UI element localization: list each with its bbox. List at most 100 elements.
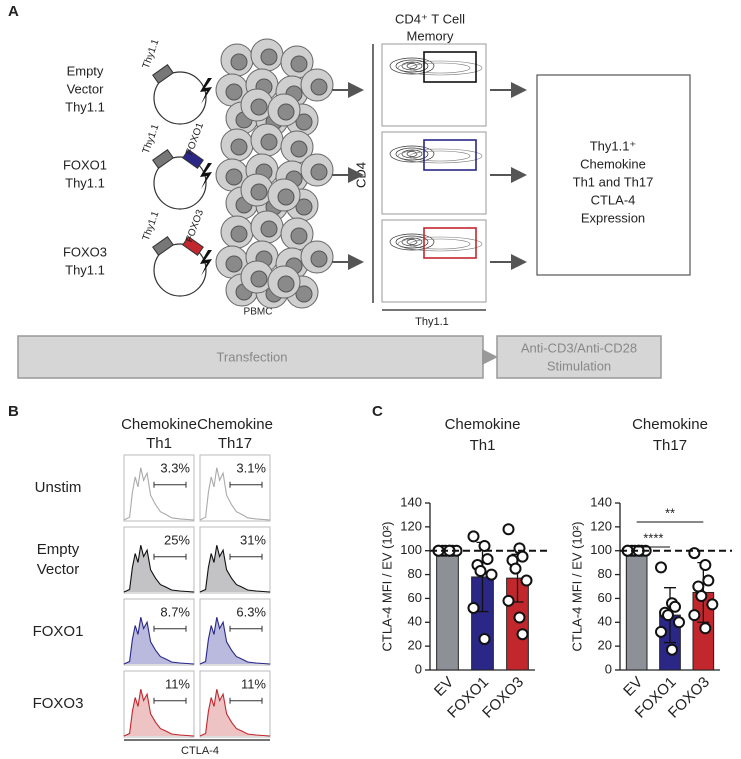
gene-label: Thy1.1: [141, 209, 162, 242]
data-point: [655, 561, 667, 574]
data-point: [673, 616, 685, 629]
contour: [395, 235, 429, 249]
lightning: [200, 250, 212, 276]
data-point: [706, 598, 719, 611]
nucleus: [230, 53, 248, 71]
data-point: [478, 539, 491, 552]
data-point: [481, 553, 494, 566]
data-point: [520, 574, 533, 587]
data-point: [509, 562, 522, 575]
nucleus: [290, 227, 308, 245]
contour: [406, 63, 418, 69]
nucleus: [310, 163, 328, 181]
nucleus: [277, 103, 295, 121]
percentage: 3.3%: [160, 460, 190, 475]
gate-bar: [153, 553, 187, 560]
row-label: Empty: [37, 541, 80, 558]
data-point: [695, 590, 708, 603]
percentage: 31%: [240, 532, 266, 547]
contour: [389, 233, 435, 251]
column-header: Chemokine: [197, 416, 273, 433]
nucleus: [250, 270, 268, 288]
gene-label: FOXO1: [184, 121, 206, 157]
gate-bar: [229, 625, 263, 632]
flow-x-label: Thy1.1: [415, 316, 449, 328]
nucleus: [225, 168, 243, 186]
step-text: Stimulation: [547, 358, 611, 373]
construct-label: Vector: [67, 81, 105, 96]
construct-label: Thy1.1: [65, 99, 105, 114]
histogram: [123, 545, 195, 593]
gate: [423, 139, 477, 171]
step-box: [17, 335, 484, 379]
y-tick-label: 80: [598, 566, 612, 581]
data-point: [516, 550, 529, 563]
readout-text: Chemokine: [580, 156, 646, 171]
contour: [409, 238, 471, 250]
nucleus: [277, 188, 295, 206]
gate-bar: [153, 625, 187, 632]
lightning: [200, 163, 212, 189]
flow-plot: [381, 219, 487, 303]
y-tick-label: 40: [408, 614, 422, 629]
column-header: Th17: [218, 435, 252, 452]
step-box: [496, 335, 662, 379]
chart-title: Th17: [653, 437, 687, 454]
row-label: Vector: [37, 561, 80, 578]
nucleus: [290, 55, 308, 73]
data-point: [699, 559, 712, 572]
percentage: 6.3%: [236, 604, 266, 619]
gene-label: Thy1.1: [141, 122, 162, 155]
cells-label: PBMC: [244, 307, 273, 318]
panel-label: C: [372, 403, 383, 420]
nucleus: [260, 220, 278, 238]
flow-plot: [381, 43, 487, 127]
percentage: 11%: [241, 676, 266, 691]
flow-title: CD4⁺ T Cell: [395, 11, 465, 26]
readout-text: CTLA-4: [591, 192, 636, 207]
gate-bar: [229, 697, 263, 704]
y-tick-label: 0: [415, 661, 422, 676]
gene-box: [152, 236, 174, 256]
step-text: Anti-CD3/Anti-CD28: [521, 340, 637, 355]
data-point: [688, 609, 701, 622]
gate: [423, 227, 477, 259]
construct-label: Thy1.1: [65, 262, 105, 277]
y-tick-label: 40: [598, 614, 612, 629]
data-point: [502, 523, 515, 536]
plasmid: [153, 156, 207, 210]
construct-label: Thy1.1: [65, 175, 105, 190]
construct-label: FOXO1: [63, 157, 107, 172]
contour: [395, 147, 429, 161]
chart-title: Chemokine: [445, 416, 521, 433]
percentage: 8.7%: [160, 604, 190, 619]
y-tick-label: 140: [400, 494, 422, 509]
contour: [406, 151, 418, 157]
chart-title: Chemokine: [632, 416, 708, 433]
gate-bar: [229, 481, 263, 488]
readout-text: Th1 and Th17: [573, 174, 654, 189]
readout-box: [536, 74, 691, 276]
construct-label: Empty: [67, 63, 104, 78]
contour: [397, 236, 483, 252]
gate: [423, 51, 477, 83]
data-point: [655, 625, 667, 638]
hist-x-label: CTLA-4: [181, 745, 219, 757]
data-point: [478, 632, 491, 645]
column-header: Chemokine: [121, 416, 197, 433]
contour: [397, 60, 483, 76]
data-point: [688, 547, 701, 560]
nucleus: [295, 113, 313, 131]
gate-bar: [153, 481, 187, 488]
nucleus: [290, 140, 308, 158]
nucleus: [225, 255, 243, 273]
x-tick-label: EV: [431, 674, 457, 700]
data-point: [666, 643, 678, 656]
bar: [436, 550, 459, 671]
flow-title: Memory: [407, 28, 454, 43]
nucleus: [250, 98, 268, 116]
readout-text: Expression: [581, 210, 645, 225]
contour: [397, 148, 483, 164]
column-header: Th1: [146, 435, 172, 452]
